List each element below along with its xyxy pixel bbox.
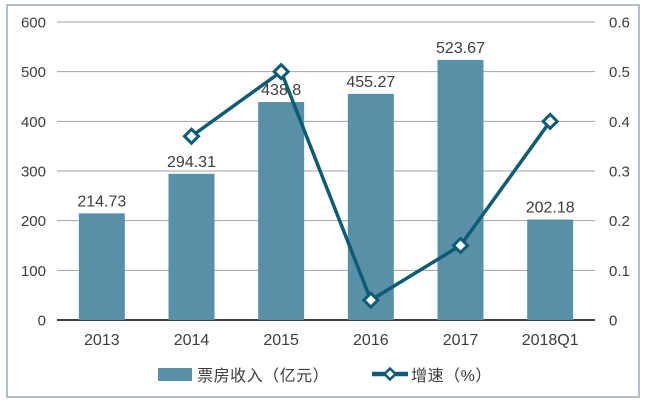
legend: 票房收入（亿元） 增速（%） (0, 361, 650, 387)
x-axis-label: 2014 (174, 332, 210, 349)
y-axis-left-tick-label: 200 (21, 213, 46, 230)
y-axis-left-tick-label: 300 (21, 164, 46, 181)
legend-item-growth: 增速（%） (371, 362, 492, 386)
combo-chart-plot: 600 0.6 500 0.5 400 0.4 300 0.3 200 0.2 100 0.1 0 0 21… (21, 15, 630, 350)
y-axis-right-tick-label: 0.1 (609, 263, 630, 280)
bar-value-label: 202.18 (526, 200, 575, 217)
x-axis-label: 2016 (353, 332, 389, 349)
y-axis-right-tick-label: 0.2 (609, 213, 630, 230)
bar-series-swatch-icon (158, 367, 193, 381)
legend-item-box-office: 票房收入（亿元） (158, 362, 329, 386)
y-axis-right-tick-label: 0.4 (609, 114, 630, 131)
growth-marker (451, 236, 470, 255)
bar (168, 173, 215, 320)
bar-value-label: 294.31 (167, 154, 216, 171)
bar (258, 102, 305, 320)
bar-value-label: 523.67 (436, 40, 485, 57)
y-axis-right-tick-label: 0.5 (609, 64, 630, 81)
bar-value-label: 455.27 (346, 74, 395, 91)
x-axis-label: 2013 (84, 332, 120, 349)
y-axis-left-tick-label: 0 (38, 313, 46, 330)
x-axis-label: 2015 (263, 332, 299, 349)
bar (527, 219, 574, 320)
x-axis-label: 2017 (443, 332, 479, 349)
bar (437, 59, 484, 320)
legend-label-box-office: 票房收入（亿元） (197, 368, 330, 385)
growth-marker (361, 291, 380, 310)
bar (347, 93, 394, 320)
y-axis-left-tick-label: 400 (21, 114, 46, 131)
y-axis-left-tick-label: 500 (21, 64, 46, 81)
y-axis-right-tick-label: 0.6 (609, 15, 630, 32)
bar-value-label: 214.73 (77, 193, 126, 210)
y-axis-right-tick-label: 0 (609, 313, 617, 330)
growth-marker (272, 62, 291, 81)
line-series-swatch-icon (372, 366, 409, 382)
y-axis-right-tick-label: 0.3 (609, 164, 630, 181)
x-axis-label: 2018Q1 (522, 332, 579, 349)
y-axis-left-tick-label: 600 (21, 15, 46, 32)
bar (78, 213, 125, 320)
growth-marker (541, 112, 560, 131)
bar-value-label: 438.8 (261, 82, 301, 99)
legend-label-growth: 增速（%） (411, 368, 492, 385)
growth-marker (182, 127, 201, 146)
y-axis-left-tick-label: 100 (21, 263, 46, 280)
